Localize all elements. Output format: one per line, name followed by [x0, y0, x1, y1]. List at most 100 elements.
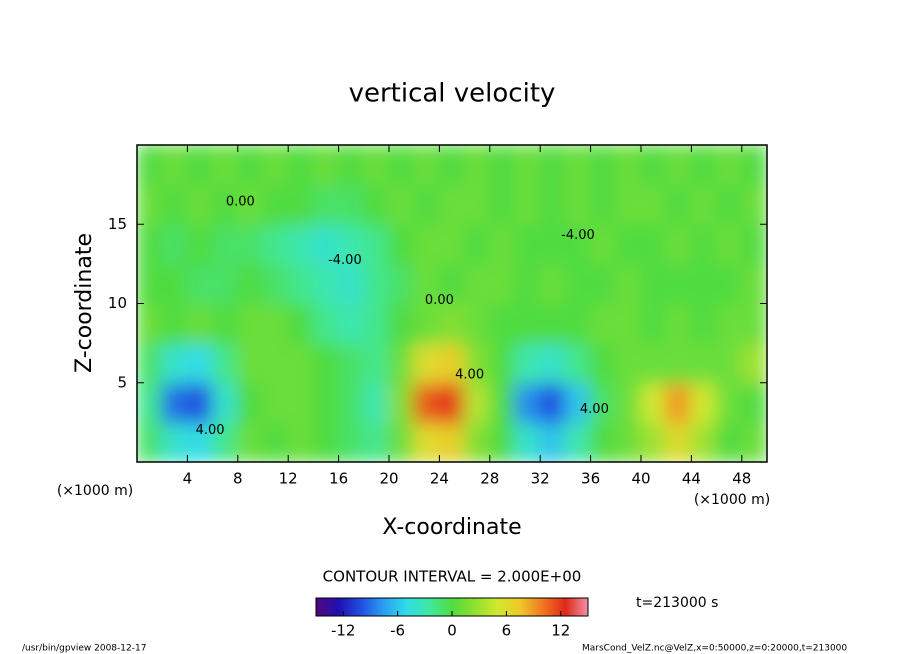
cell — [438, 183, 466, 226]
cell — [463, 262, 491, 305]
cell — [539, 145, 567, 186]
cell — [514, 381, 542, 424]
cell — [312, 381, 340, 424]
cell — [137, 262, 164, 305]
cell — [665, 223, 693, 265]
contour-label: 4.00 — [580, 402, 609, 417]
x-unit: (×1000 m) — [694, 492, 770, 508]
cell — [186, 302, 214, 345]
cell — [514, 302, 542, 345]
cell — [690, 145, 718, 186]
x-tick-label: 16 — [329, 470, 348, 488]
cell — [211, 302, 239, 345]
cell — [640, 302, 668, 345]
cell — [488, 262, 516, 305]
cell — [137, 381, 164, 424]
field — [137, 145, 767, 462]
cell — [236, 145, 264, 186]
cell — [413, 421, 441, 462]
cell — [186, 223, 214, 265]
cell — [287, 223, 315, 265]
x-tick-label: 48 — [732, 470, 751, 488]
cell — [640, 145, 668, 186]
cell — [362, 342, 390, 384]
cell — [640, 183, 668, 226]
cell — [236, 342, 264, 384]
y-tick-label: 5 — [117, 373, 127, 391]
cell — [388, 342, 416, 384]
cell — [564, 381, 592, 424]
cell — [262, 421, 290, 462]
cell — [438, 302, 466, 345]
cell — [337, 183, 365, 226]
cell — [362, 223, 390, 265]
cell — [640, 342, 668, 384]
x-tick-label: 28 — [480, 470, 499, 488]
cell — [539, 262, 567, 305]
cell — [514, 262, 542, 305]
colorbar-tick-label: 0 — [447, 622, 457, 640]
x-tick-label: 44 — [682, 470, 701, 488]
cell — [413, 145, 441, 186]
cell — [262, 145, 290, 186]
time-label: t=213000 s — [636, 595, 718, 611]
cell — [262, 262, 290, 305]
cell — [640, 223, 668, 265]
y-tick-label: 15 — [108, 215, 127, 233]
cell — [236, 262, 264, 305]
footer-left: /usr/bin/gpview 2008-12-17 — [22, 644, 146, 654]
cell — [186, 262, 214, 305]
cell — [362, 262, 390, 305]
cell — [640, 381, 668, 424]
x-tick-label: 32 — [531, 470, 550, 488]
cell — [715, 421, 743, 462]
cell — [564, 262, 592, 305]
colorbar-tick-label: -6 — [390, 622, 405, 640]
x-tick-label: 20 — [379, 470, 398, 488]
cell — [690, 381, 718, 424]
cell — [337, 223, 365, 265]
cell — [211, 381, 239, 424]
cell — [715, 381, 743, 424]
cell — [514, 145, 542, 186]
cell — [740, 223, 767, 265]
x-tick-label: 40 — [631, 470, 650, 488]
cell — [186, 381, 214, 424]
cell — [337, 421, 365, 462]
cell — [589, 342, 617, 384]
cell — [690, 223, 718, 265]
cell — [614, 183, 642, 226]
cell — [236, 223, 264, 265]
cell — [715, 342, 743, 384]
cell — [488, 223, 516, 265]
cell — [211, 183, 239, 226]
cell — [614, 145, 642, 186]
cell — [438, 342, 466, 384]
cell — [589, 145, 617, 186]
cell — [514, 342, 542, 384]
cell — [614, 381, 642, 424]
cell — [640, 421, 668, 462]
cell — [413, 223, 441, 265]
footer-right: MarsCond_VelZ.nc@VelZ,x=0:50000,z=0:2000… — [582, 644, 847, 654]
contour-label: 4.00 — [455, 367, 484, 382]
cell — [337, 342, 365, 384]
cell — [312, 183, 340, 226]
cell — [287, 262, 315, 305]
cell — [740, 183, 767, 226]
cell — [740, 145, 767, 186]
cell — [665, 145, 693, 186]
cell — [665, 421, 693, 462]
cell — [665, 262, 693, 305]
x-tick-label: 12 — [279, 470, 298, 488]
cell — [161, 262, 189, 305]
contour-label: 0.00 — [425, 293, 454, 308]
cell — [161, 223, 189, 265]
cell — [362, 421, 390, 462]
cell — [211, 421, 239, 462]
cell — [539, 302, 567, 345]
cell — [614, 421, 642, 462]
cell — [614, 302, 642, 345]
cell — [337, 302, 365, 345]
